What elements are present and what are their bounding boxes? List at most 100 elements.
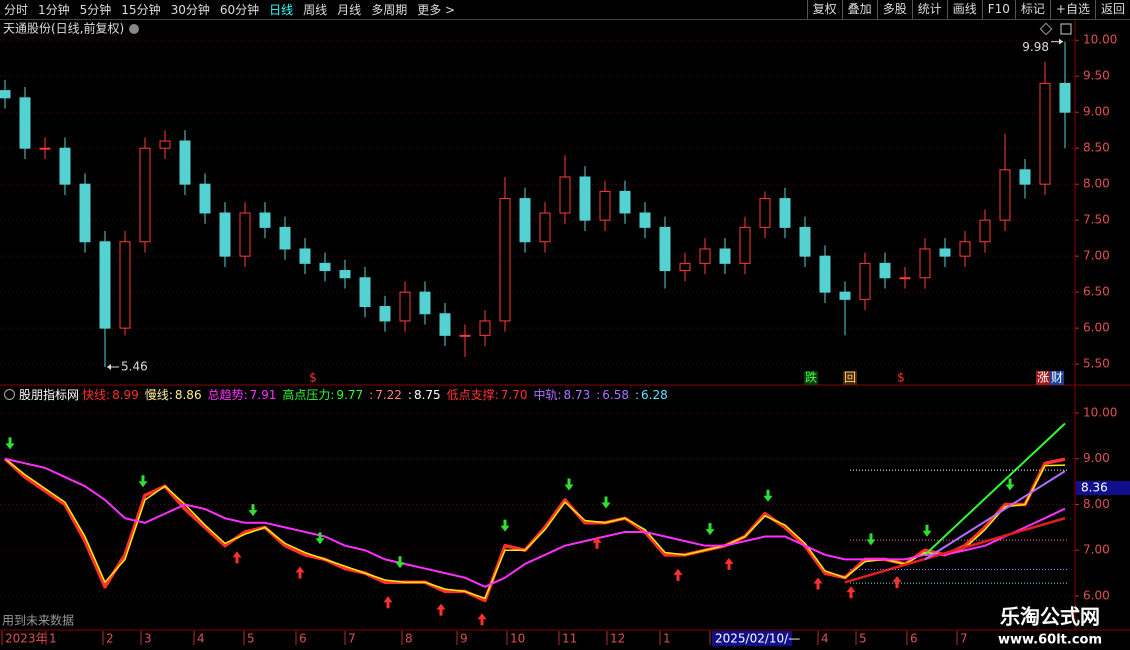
toolbar-item[interactable]: 分时 <box>4 3 29 17</box>
title-icon <box>129 24 139 34</box>
legend-value: 7.22 <box>375 387 402 402</box>
cursor-value: 8.36 <box>1081 481 1108 495</box>
candle-body <box>999 169 1011 221</box>
legend-separator: : <box>407 387 412 402</box>
sell-signal <box>564 478 574 491</box>
legend-separator: : <box>168 387 173 402</box>
y-tick-label: 7.50 <box>1083 213 1110 227</box>
toolbar-item[interactable]: 30分钟 <box>170 3 210 17</box>
candle-body <box>559 176 571 214</box>
series-line <box>3 457 1066 603</box>
candle-body <box>99 241 111 329</box>
toolbar-button[interactable]: F10 <box>981 0 1015 19</box>
candle-body <box>499 198 511 322</box>
marker: 涨 <box>1037 370 1049 385</box>
x-tick-label: 1 <box>663 632 671 646</box>
toolbar-right: 复权 叠加 多股 统计 画线 F10 标记 +自选 返回 <box>806 0 1130 19</box>
sell-signal <box>248 504 258 517</box>
candle-body <box>939 248 951 257</box>
candle-body <box>19 97 31 149</box>
candle-body <box>119 241 131 329</box>
toolbar-button[interactable]: +自选 <box>1049 0 1095 19</box>
legend-label: 高点压力 <box>282 388 331 402</box>
buy-signal <box>892 576 902 589</box>
candle-body <box>959 241 971 257</box>
y-tick-label: 7.00 <box>1083 249 1110 263</box>
toolbar-item[interactable]: 60分钟 <box>219 3 260 17</box>
toolbar-left: 分时 1分钟 5分钟 15分钟 30分钟 60分钟 日线 周线 月线 多周期 更多 > <box>0 0 461 19</box>
toolbar-button[interactable]: 多股 <box>876 0 912 19</box>
candle-body <box>579 176 591 221</box>
toolbar-item[interactable]: 15分钟 <box>121 3 161 17</box>
sell-signal <box>866 533 876 546</box>
buy-signal <box>846 586 856 599</box>
sell-signal <box>5 437 15 450</box>
toolbar-button[interactable]: 画线 <box>946 0 982 19</box>
candle-body <box>1019 169 1031 185</box>
legend-separator: : <box>494 387 499 402</box>
annotation-label: 9.98 <box>1022 40 1049 54</box>
toolbar-item[interactable]: 月线 <box>337 3 362 17</box>
candle-body <box>799 226 811 257</box>
toolbar-button[interactable]: 统计 <box>911 0 947 19</box>
buy-signal <box>673 568 683 581</box>
x-tick-label: 8 <box>405 632 413 646</box>
series-line <box>4 458 1066 600</box>
x-tick-label: 4 <box>821 632 829 646</box>
candle-body <box>219 212 231 257</box>
toolbar-button[interactable]: 返回 <box>1094 0 1130 19</box>
x-tick-label: 4 <box>197 632 205 646</box>
toolbar-button[interactable]: 标记 <box>1014 0 1050 19</box>
toolbar-item[interactable]: 更多 > <box>417 3 456 17</box>
legend-value: 7.91 <box>249 387 277 402</box>
toolbar-item[interactable]: 周线 <box>303 3 328 17</box>
candle-body <box>599 190 611 221</box>
toolbar-button[interactable]: 复权 <box>806 0 842 19</box>
x-tick-label: 5 <box>247 632 255 646</box>
sell-signal <box>500 519 510 532</box>
indicator-header: 股朋指标网 快线:8.99 慢线:8.86 总趋势:7.91 高点压力:9.77:7.2… <box>4 386 674 403</box>
candle-body <box>1059 82 1071 113</box>
candle-body <box>1039 82 1051 185</box>
y-tick-label: 8.00 <box>1083 177 1110 191</box>
marker: 跌 <box>805 370 817 385</box>
y-tick-label: 6.50 <box>1083 285 1110 299</box>
buy-signal <box>436 603 446 616</box>
candle-body <box>339 270 351 279</box>
candle-body <box>39 147 51 150</box>
marker-box <box>1036 371 1050 385</box>
y-tick-label: 6.00 <box>1083 321 1110 335</box>
marker: $ <box>897 371 905 385</box>
x-tick-label: 1 <box>49 632 57 646</box>
candle-body <box>759 198 771 228</box>
legend-value: 8.86 <box>174 387 202 402</box>
legend-value: 6.28 <box>641 387 668 402</box>
legend-value: 6.58 <box>602 387 629 402</box>
buy-signal <box>813 577 823 590</box>
x-tick-label: 6 <box>299 632 307 646</box>
y-tick-label: 6.00 <box>1083 588 1110 602</box>
toolbar-item[interactable]: 多周期 <box>371 3 408 17</box>
marker: 回 <box>844 371 856 385</box>
upper-title: 天通股份(日线,前复权) <box>3 21 124 36</box>
legend-value: 8.75 <box>413 387 441 402</box>
candle-body <box>479 320 491 336</box>
series-line <box>924 422 1066 556</box>
x-tick-label: 6 <box>910 632 918 646</box>
watermark-title: 乐淘公式网 <box>1000 605 1100 629</box>
toolbar-item[interactable]: 5分钟 <box>79 3 112 17</box>
candle-body <box>919 248 931 279</box>
icon <box>1060 23 1072 35</box>
candle-body <box>159 140 171 149</box>
y-tick-label: 9.00 <box>1083 451 1110 465</box>
buy-signal <box>383 596 393 609</box>
legend-value: 9.77 <box>336 387 364 402</box>
candle-body <box>619 190 631 214</box>
toolbar-item[interactable]: 日线 <box>269 3 294 17</box>
x-tick-label: 9 <box>460 632 468 646</box>
y-tick-label: 10.00 <box>1083 405 1117 419</box>
toolbar-item[interactable]: 1分钟 <box>38 3 70 17</box>
sell-signal <box>601 496 611 509</box>
toolbar-button[interactable]: 叠加 <box>841 0 877 19</box>
